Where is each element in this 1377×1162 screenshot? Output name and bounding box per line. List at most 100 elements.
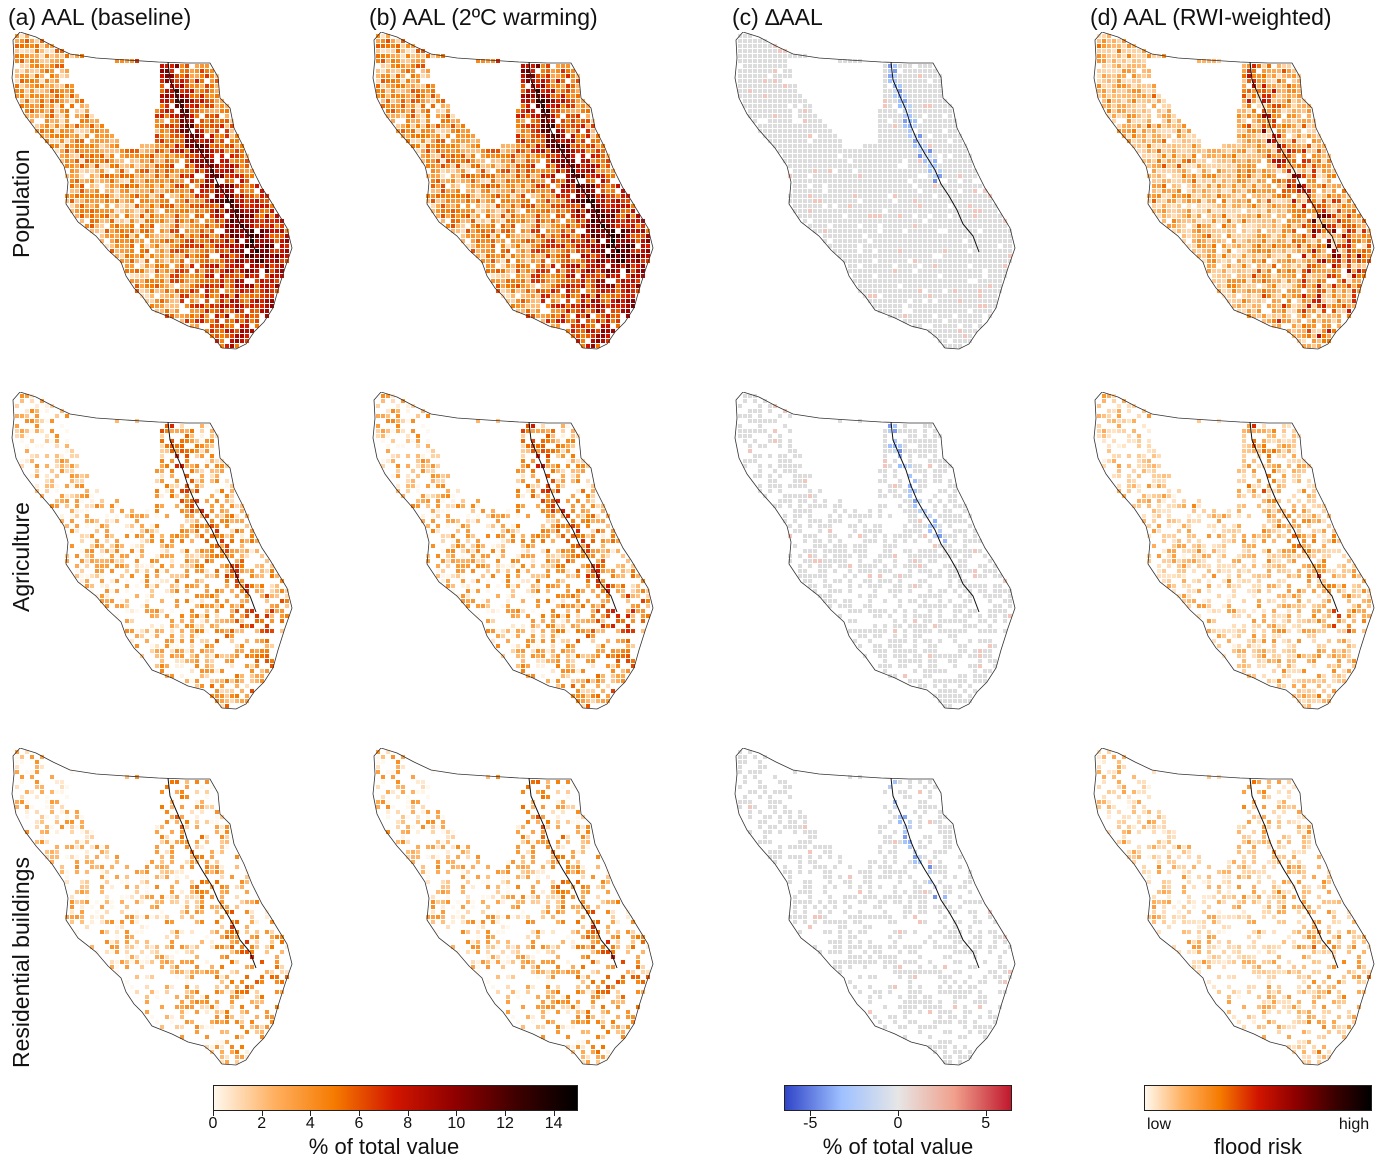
- map-cell: [838, 144, 842, 148]
- map-cell: [451, 164, 455, 168]
- map-cell: [963, 324, 967, 328]
- map-cell: [486, 224, 490, 228]
- map-cell: [556, 324, 560, 328]
- map-cell: [230, 299, 234, 303]
- map-cell: [90, 159, 94, 163]
- map-cell: [75, 199, 79, 203]
- map-cell: [160, 79, 164, 83]
- map-cell: [265, 314, 269, 318]
- map-cell: [596, 344, 600, 348]
- map-cell: [858, 159, 862, 163]
- map-cell: [616, 269, 620, 273]
- map-cell: [105, 244, 109, 248]
- map-cell: [190, 309, 194, 313]
- map-cell: [270, 219, 274, 223]
- map-cell: [511, 179, 515, 183]
- map-cell: [963, 254, 967, 258]
- map-cell: [636, 289, 640, 293]
- map-cell: [421, 104, 425, 108]
- map-cell: [15, 39, 19, 43]
- map-cell: [75, 139, 79, 143]
- map-cell: [175, 194, 179, 198]
- map-cell: [601, 174, 605, 178]
- map-cell: [788, 199, 792, 203]
- map-cell: [155, 239, 159, 243]
- map-cell: [170, 114, 174, 118]
- map-cell: [576, 114, 580, 118]
- map-cell: [566, 309, 570, 313]
- map-cell: [531, 119, 535, 123]
- map-cell: [928, 219, 932, 223]
- map-cell: [521, 134, 525, 138]
- map-cell: [571, 69, 575, 73]
- map-cell: [150, 244, 154, 248]
- map-cell: [1102, 39, 1106, 43]
- map-cell: [978, 304, 982, 308]
- map-cell: [471, 219, 475, 223]
- map-cell: [918, 89, 922, 93]
- map-cell: [938, 339, 942, 343]
- map-cell: [641, 239, 645, 243]
- map-cell: [1102, 49, 1106, 53]
- map-cell: [180, 64, 184, 68]
- map-cell: [461, 124, 465, 128]
- map-cell: [200, 144, 204, 148]
- map-cell: [135, 174, 139, 178]
- map-cell: [596, 274, 600, 278]
- map-cell: [240, 199, 244, 203]
- map-cell: [230, 344, 234, 348]
- map-cell: [813, 219, 817, 223]
- map-cell: [813, 209, 817, 213]
- map-cell: [993, 224, 997, 228]
- map-cell: [973, 229, 977, 233]
- map-cell: [863, 144, 867, 148]
- map-cell: [958, 279, 962, 283]
- map-cell: [868, 274, 872, 278]
- map-cell: [838, 204, 842, 208]
- map-cell: [381, 99, 385, 103]
- map-cell: [566, 244, 570, 248]
- map-cell: [245, 199, 249, 203]
- map-cell: [566, 239, 570, 243]
- map-cell: [963, 189, 967, 193]
- map-cell: [571, 259, 575, 263]
- map-cell: [95, 154, 99, 158]
- map-cell: [25, 79, 29, 83]
- map-cell: [923, 254, 927, 258]
- map-cell: [803, 129, 807, 133]
- map-cell: [175, 214, 179, 218]
- map-cell: [245, 339, 249, 343]
- map-cell: [586, 164, 590, 168]
- map-cell: [773, 89, 777, 93]
- map-cell: [245, 179, 249, 183]
- map-cell: [988, 239, 992, 243]
- map-cell: [978, 284, 982, 288]
- map-cell: [55, 109, 59, 113]
- map-cell: [863, 169, 867, 173]
- map-cell: [591, 344, 595, 348]
- map-cell: [240, 279, 244, 283]
- map-cell: [521, 99, 525, 103]
- map-cell: [55, 114, 59, 118]
- map-cell: [848, 224, 852, 228]
- map-cell: [185, 289, 189, 293]
- map-cell: [270, 299, 274, 303]
- map-cell: [145, 264, 149, 268]
- map-cell: [803, 119, 807, 123]
- map-cell: [180, 204, 184, 208]
- map-cell: [556, 109, 560, 113]
- map-cell: [571, 199, 575, 203]
- map-cell: [898, 229, 902, 233]
- map-cell: [25, 94, 29, 98]
- map-cell: [220, 204, 224, 208]
- map-cell: [596, 229, 600, 233]
- map-cell: [818, 159, 822, 163]
- map-cell: [843, 149, 847, 153]
- map-cell: [526, 204, 530, 208]
- map-cell: [431, 184, 435, 188]
- map-cell: [521, 84, 525, 88]
- map-cell: [843, 254, 847, 258]
- map-cell: [235, 249, 239, 253]
- map-cell: [958, 199, 962, 203]
- map-cell: [556, 194, 560, 198]
